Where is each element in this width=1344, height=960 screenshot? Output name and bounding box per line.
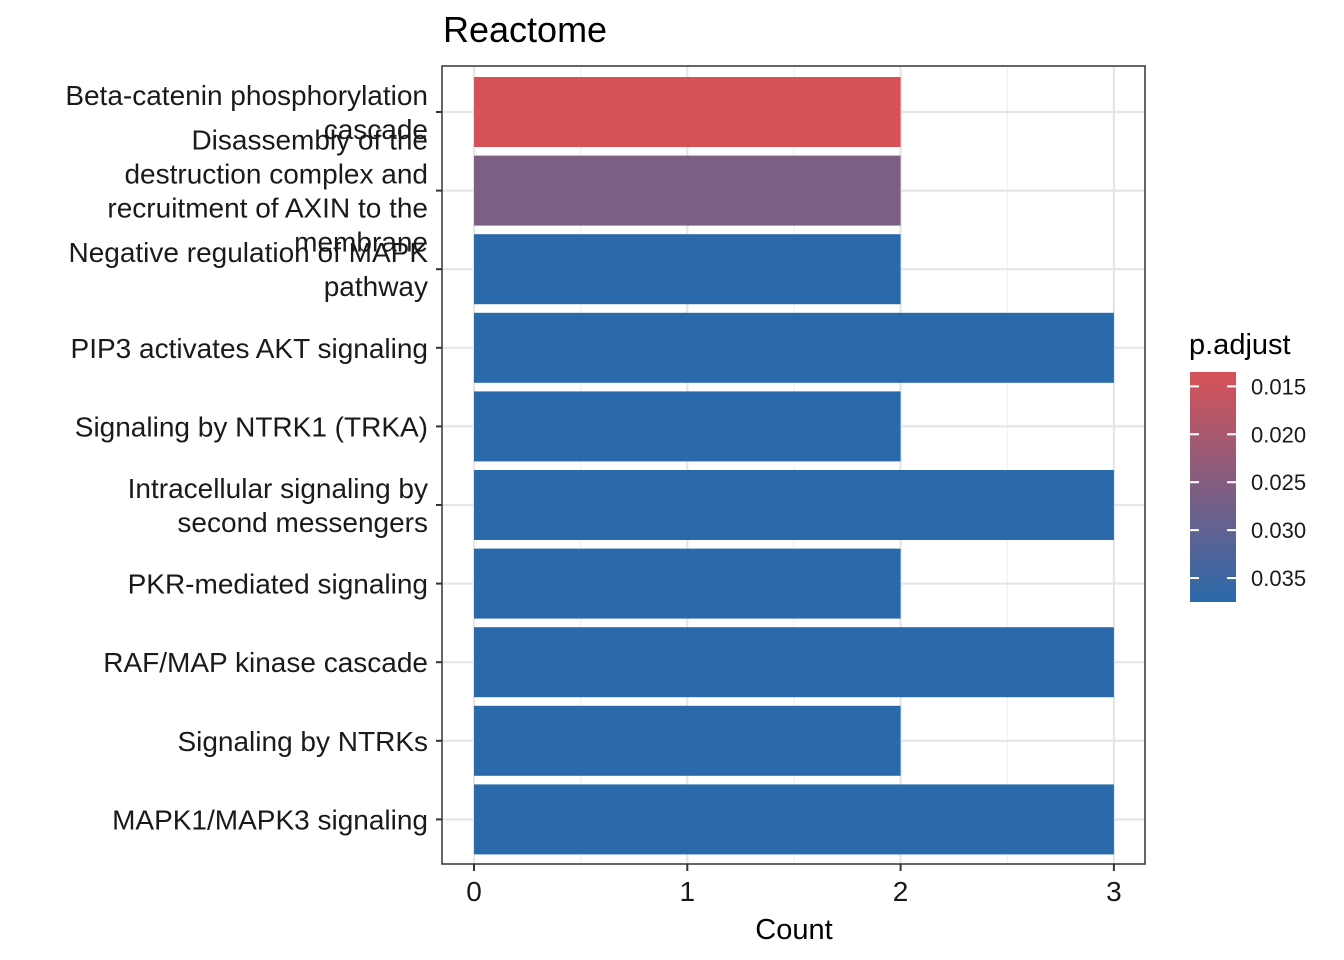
y-tick-label-line: cascade bbox=[324, 114, 428, 145]
x-axis-title: Count bbox=[755, 914, 832, 946]
y-tick-label: RAF/MAP kinase cascade bbox=[103, 647, 428, 678]
legend-tick-label: 0.015 bbox=[1251, 374, 1306, 399]
y-tick-label: MAPK1/MAPK3 signaling bbox=[112, 804, 428, 835]
bar bbox=[474, 391, 901, 462]
legend-title: p.adjust bbox=[1189, 329, 1291, 361]
x-tick-label: 1 bbox=[680, 876, 696, 907]
y-tick-label-line: PKR-mediated signaling bbox=[128, 569, 428, 600]
x-tick-label: 3 bbox=[1106, 876, 1122, 907]
legend-tick-label: 0.030 bbox=[1251, 518, 1306, 543]
y-tick-label-line: recruitment of AXIN to the bbox=[107, 193, 428, 224]
bar bbox=[474, 784, 1114, 855]
y-tick-label: PKR-mediated signaling bbox=[128, 569, 428, 600]
bars bbox=[474, 77, 1114, 855]
legend-colorbar bbox=[1190, 372, 1236, 602]
legend-tick-label: 0.035 bbox=[1251, 566, 1306, 591]
y-tick-label: Negative regulation of MAPK pathway bbox=[68, 237, 428, 302]
y-tick-label-line: Intracellular signaling by bbox=[128, 473, 428, 504]
x-tick-label: 0 bbox=[466, 876, 482, 907]
y-tick-label: Signaling by NTRK1 (TRKA) bbox=[75, 411, 428, 442]
y-tick-label: PIP3 activates AKT signaling bbox=[71, 333, 428, 364]
legend-tick-label: 0.025 bbox=[1251, 470, 1306, 495]
y-tick-label: Signaling by NTRKs bbox=[177, 726, 428, 757]
y-tick-label-line: pathway bbox=[324, 271, 428, 302]
y-tick-label-line: membrane bbox=[294, 227, 428, 258]
y-tick-label-line: Negative regulation of MAPK bbox=[68, 237, 428, 268]
x-tick-label: 2 bbox=[893, 876, 909, 907]
legend-tick-label: 0.020 bbox=[1251, 422, 1306, 447]
y-tick-label-line: destruction complex and bbox=[124, 159, 428, 190]
y-tick-label: Intracellular signaling by second messeng… bbox=[128, 473, 428, 538]
y-tick-label: Disassembly of the destruction complex an… bbox=[107, 125, 428, 258]
y-tick-label-line: MAPK1/MAPK3 signaling bbox=[112, 804, 428, 835]
bar bbox=[474, 234, 901, 305]
y-tick-label-line: PIP3 activates AKT signaling bbox=[71, 333, 428, 364]
bar bbox=[474, 548, 901, 619]
plot-panel-border bbox=[441, 65, 1146, 865]
y-tick-label-line: Signaling by NTRK1 (TRKA) bbox=[75, 411, 428, 442]
y-tick-label-line: Beta-catenin phosphorylation bbox=[65, 80, 428, 111]
y-axis: Beta-catenin phosphorylation cascadeDisas… bbox=[65, 80, 442, 835]
color-legend: p.adjust 0.015 0.020 0.025 0.030 0.035 bbox=[1189, 329, 1306, 602]
bar bbox=[474, 470, 1114, 540]
bar bbox=[474, 77, 901, 147]
y-tick-label: Beta-catenin phosphorylation cascade bbox=[65, 80, 428, 145]
chart-title: Reactome bbox=[443, 9, 607, 50]
x-axis: 0 1 2 3 bbox=[466, 864, 1122, 907]
y-tick-label-line: Signaling by NTRKs bbox=[177, 726, 428, 757]
y-tick-label-line: RAF/MAP kinase cascade bbox=[103, 647, 428, 678]
y-tick-label-line: Disassembly of the bbox=[191, 125, 428, 156]
y-tick-label-line: second messengers bbox=[177, 507, 428, 538]
bar bbox=[474, 155, 901, 226]
bar bbox=[474, 705, 901, 776]
bar bbox=[474, 627, 1114, 698]
bar bbox=[474, 312, 1114, 383]
